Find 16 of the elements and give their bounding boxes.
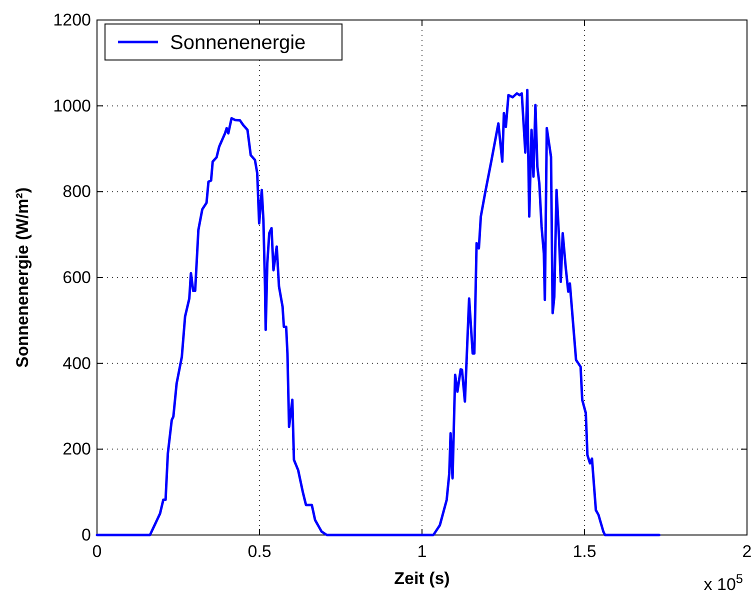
y-tick-label: 400 xyxy=(62,354,91,373)
x-tick-label: 2 xyxy=(742,542,751,562)
y-tick-label: 1200 xyxy=(53,10,91,30)
line-series xyxy=(96,88,660,536)
y-tick-label: 200 xyxy=(62,440,91,459)
y-tick-label: 1000 xyxy=(53,96,91,116)
x-tick-label: 1.5 xyxy=(572,542,596,562)
y-tick-label: 600 xyxy=(62,268,91,287)
y-axis-title: Sonnenenergie (W/m²) xyxy=(13,187,32,368)
x-tick-label: 0.5 xyxy=(248,542,272,562)
x-axis-title: Zeit (s) xyxy=(394,569,450,588)
y-tick-label: 800 xyxy=(62,182,91,202)
text: x 10$^{5}$ xyxy=(704,570,743,594)
legend-label: Sonnenenergie xyxy=(170,32,306,54)
y-tick-label: 0 xyxy=(82,525,91,544)
x-tick-label: 1 xyxy=(417,542,427,562)
